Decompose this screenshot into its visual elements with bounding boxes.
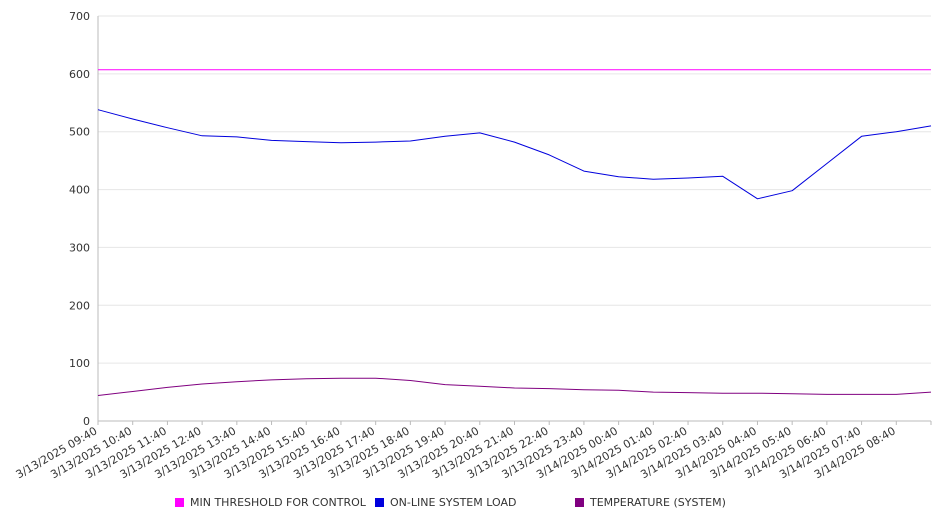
y-tick-label: 100 bbox=[69, 357, 90, 370]
legend-item-system-load: ON-LINE SYSTEM LOAD bbox=[375, 496, 516, 509]
y-tick-label: 600 bbox=[69, 68, 90, 81]
y-axis-ticks: 0 100 200 300 400 500 600 700 bbox=[69, 10, 90, 428]
series-line-system-load bbox=[97, 109, 932, 200]
y-tick-label: 200 bbox=[69, 299, 90, 312]
legend-swatch-temperature bbox=[575, 498, 584, 507]
y-tick-label: 0 bbox=[83, 415, 90, 428]
grid bbox=[98, 15, 931, 364]
legend-swatch-system-load bbox=[375, 498, 384, 507]
legend-item-min-threshold: MIN THRESHOLD FOR CONTROL bbox=[175, 496, 366, 509]
legend: MIN THRESHOLD FOR CONTROL ON-LINE SYSTEM… bbox=[0, 496, 946, 516]
y-tick-label: 500 bbox=[69, 126, 90, 139]
legend-swatch-min-threshold bbox=[175, 498, 184, 507]
x-axis-ticks: 3/13/2025 09:403/13/2025 10:403/13/2025 … bbox=[14, 421, 932, 481]
series-layer bbox=[97, 69, 932, 396]
legend-label-min-threshold: MIN THRESHOLD FOR CONTROL bbox=[190, 496, 366, 509]
legend-item-temperature: TEMPERATURE (SYSTEM) bbox=[575, 496, 726, 509]
axes bbox=[97, 16, 931, 422]
legend-label-system-load: ON-LINE SYSTEM LOAD bbox=[390, 496, 517, 509]
y-tick-label: 700 bbox=[69, 10, 90, 23]
series-line-temperature bbox=[97, 377, 932, 396]
y-tick-label: 400 bbox=[69, 184, 90, 197]
y-tick-label: 300 bbox=[69, 241, 90, 254]
legend-label-temperature: TEMPERATURE (SYSTEM) bbox=[590, 496, 726, 509]
